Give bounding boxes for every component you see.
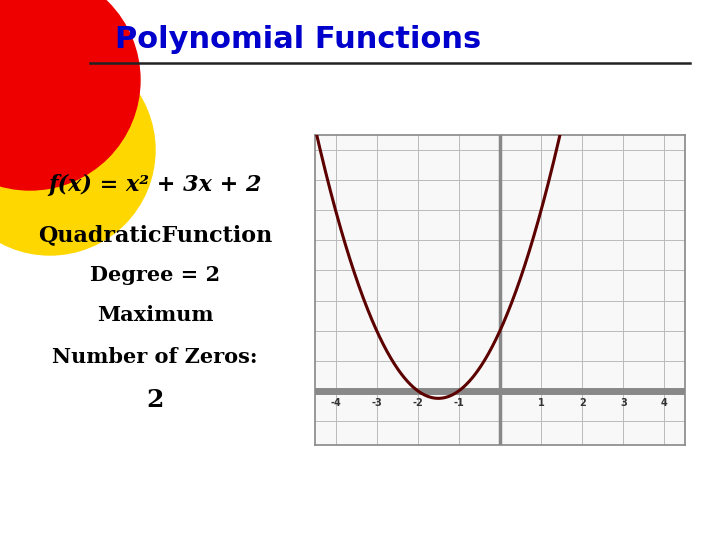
- Text: Maximum: Maximum: [96, 305, 213, 325]
- Text: 2: 2: [579, 399, 585, 408]
- Text: -2: -2: [413, 399, 423, 408]
- Text: 2: 2: [146, 388, 163, 412]
- Text: Number of Zeros:: Number of Zeros:: [53, 347, 258, 367]
- Text: -3: -3: [372, 399, 382, 408]
- Text: QuadraticFunction: QuadraticFunction: [38, 224, 272, 246]
- Text: -4: -4: [330, 399, 341, 408]
- Text: 3: 3: [620, 399, 626, 408]
- Circle shape: [0, 0, 140, 190]
- Text: f(x) = x² + 3x + 2: f(x) = x² + 3x + 2: [48, 174, 262, 196]
- Text: Degree = 2: Degree = 2: [90, 265, 220, 285]
- Text: 1: 1: [538, 399, 544, 408]
- Text: Polynomial Functions: Polynomial Functions: [115, 25, 481, 55]
- Text: -1: -1: [454, 399, 464, 408]
- Circle shape: [0, 45, 155, 255]
- Text: 4: 4: [661, 399, 668, 408]
